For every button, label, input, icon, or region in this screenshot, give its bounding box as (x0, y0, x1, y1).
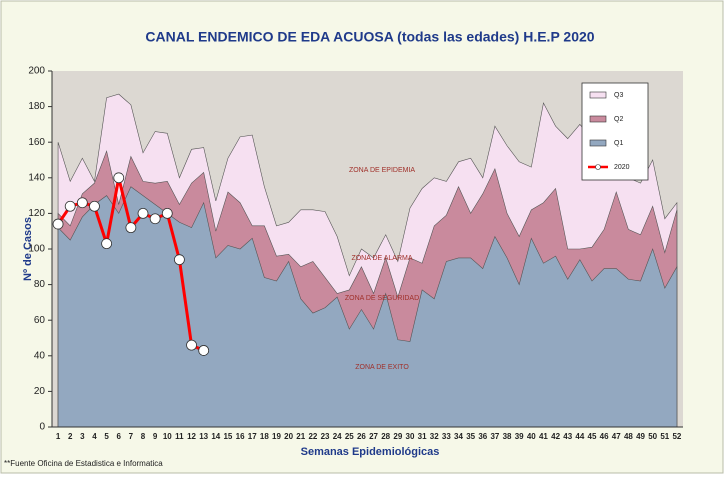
zone-label: ZONA DE EPIDEMIA (349, 167, 415, 174)
point (76, 197, 88, 209)
x-tick-label: 23 (321, 432, 330, 441)
point (137, 207, 149, 219)
legend-swatch (589, 139, 607, 147)
x-tick-label: 19 (272, 432, 281, 441)
x-tick-label: 10 (163, 432, 172, 441)
legend-label: Q1 (614, 140, 623, 147)
x-tick-label: 33 (442, 432, 451, 441)
point (198, 345, 210, 356)
x-tick-label: 51 (660, 432, 669, 441)
legend-label: 2020 (614, 164, 630, 171)
legend-box (581, 82, 649, 181)
area-q1 (57, 186, 678, 428)
point (101, 238, 113, 250)
legend-label: Q3 (614, 92, 623, 99)
x-tick-label: 5 (104, 432, 109, 441)
x-tick-label: 24 (333, 432, 342, 441)
x-tick-label: 41 (539, 432, 548, 441)
y-tick-label: 140 (28, 172, 45, 183)
x-tick-label: 8 (141, 432, 146, 441)
x-tick-label: 44 (575, 432, 584, 441)
x-tick-label: 25 (345, 432, 354, 441)
x-tick-label: 29 (393, 432, 402, 441)
x-tick-label: 6 (117, 432, 122, 441)
point (174, 254, 185, 266)
x-tick-label: 21 (296, 432, 305, 441)
point (186, 339, 197, 351)
x-tick-label: 46 (600, 432, 609, 441)
x-tick-label: 37 (490, 432, 499, 441)
x-tick-label: 39 (515, 432, 524, 441)
point (52, 218, 64, 230)
footnote: **Fuente Oficina de Estadistica e Inform… (4, 459, 163, 468)
x-tick-label: 18 (260, 432, 269, 441)
y-tick-label: 40 (34, 350, 46, 361)
y-tick-label: 100 (28, 244, 45, 255)
chart-title: CANAL ENDEMICO DE EDA ACUOSA (todas las … (145, 29, 594, 45)
x-tick-label: 9 (153, 432, 158, 441)
x-tick-label: 30 (406, 432, 415, 441)
x-tick-label: 45 (588, 432, 597, 441)
x-tick-label: 38 (503, 432, 512, 441)
point (149, 213, 161, 225)
x-tick-label: 42 (551, 432, 560, 441)
point (89, 200, 100, 212)
x-tick-label: 15 (223, 432, 232, 441)
x-tick-label: 11 (175, 432, 184, 441)
point (125, 222, 137, 234)
x-tick-label: 43 (563, 432, 572, 441)
x-tick-label: 48 (624, 432, 633, 441)
zone-label: ZONA DE ALARMA (351, 255, 412, 262)
x-tick-label: 28 (381, 432, 390, 441)
zone-label: ZONA DE EXITO (355, 364, 409, 371)
x-tick-label: 4 (92, 432, 97, 441)
x-tick-label: 49 (636, 432, 645, 441)
point (113, 172, 125, 184)
point (64, 200, 76, 212)
legend-swatch (589, 115, 607, 123)
y-tick-label: 180 (28, 101, 45, 112)
x-tick-label: 14 (211, 432, 220, 441)
y-tick-label: 0 (39, 422, 45, 433)
legend-label: Q2 (614, 116, 623, 123)
x-tick-label: 31 (418, 432, 427, 441)
x-tick-label: 1 (56, 432, 61, 441)
y-tick-label: 120 (28, 208, 45, 219)
x-tick-label: 7 (129, 432, 134, 441)
x-tick-label: 40 (527, 432, 536, 441)
x-tick-label: 32 (430, 432, 439, 441)
zone-label: ZONA DE SEGURIDAD (345, 295, 419, 302)
x-tick-label: 27 (369, 432, 378, 441)
y-tick-label: 160 (28, 137, 45, 148)
x-tick-label: 34 (454, 432, 463, 441)
x-tick-label: 47 (612, 432, 621, 441)
x-tick-label: 16 (236, 432, 245, 441)
y-tick-label: 20 (34, 386, 46, 397)
x-tick-label: 52 (672, 432, 681, 441)
x-tick-label: 22 (308, 432, 317, 441)
x-tick-label: 17 (248, 432, 257, 441)
legend-swatch (589, 91, 607, 99)
x-tick-label: 26 (357, 432, 366, 441)
x-tick-label: 3 (80, 432, 85, 441)
x-axis-label: Semanas Epidemiológicas (301, 446, 440, 458)
y-axis-label: Nº de Casos (22, 217, 34, 281)
y-tick-label: 200 (28, 66, 45, 77)
y-tick-label: 60 (34, 315, 46, 326)
x-tick-label: 20 (284, 432, 293, 441)
x-tick-label: 35 (466, 432, 475, 441)
x-tick-label: 2 (68, 432, 73, 441)
point (161, 207, 173, 219)
legend-marker (595, 164, 601, 170)
x-tick-label: 50 (648, 432, 657, 441)
x-tick-label: 36 (478, 432, 487, 441)
y-tick-label: 80 (34, 279, 46, 290)
x-tick-label: 13 (199, 432, 208, 441)
x-tick-label: 12 (187, 432, 196, 441)
